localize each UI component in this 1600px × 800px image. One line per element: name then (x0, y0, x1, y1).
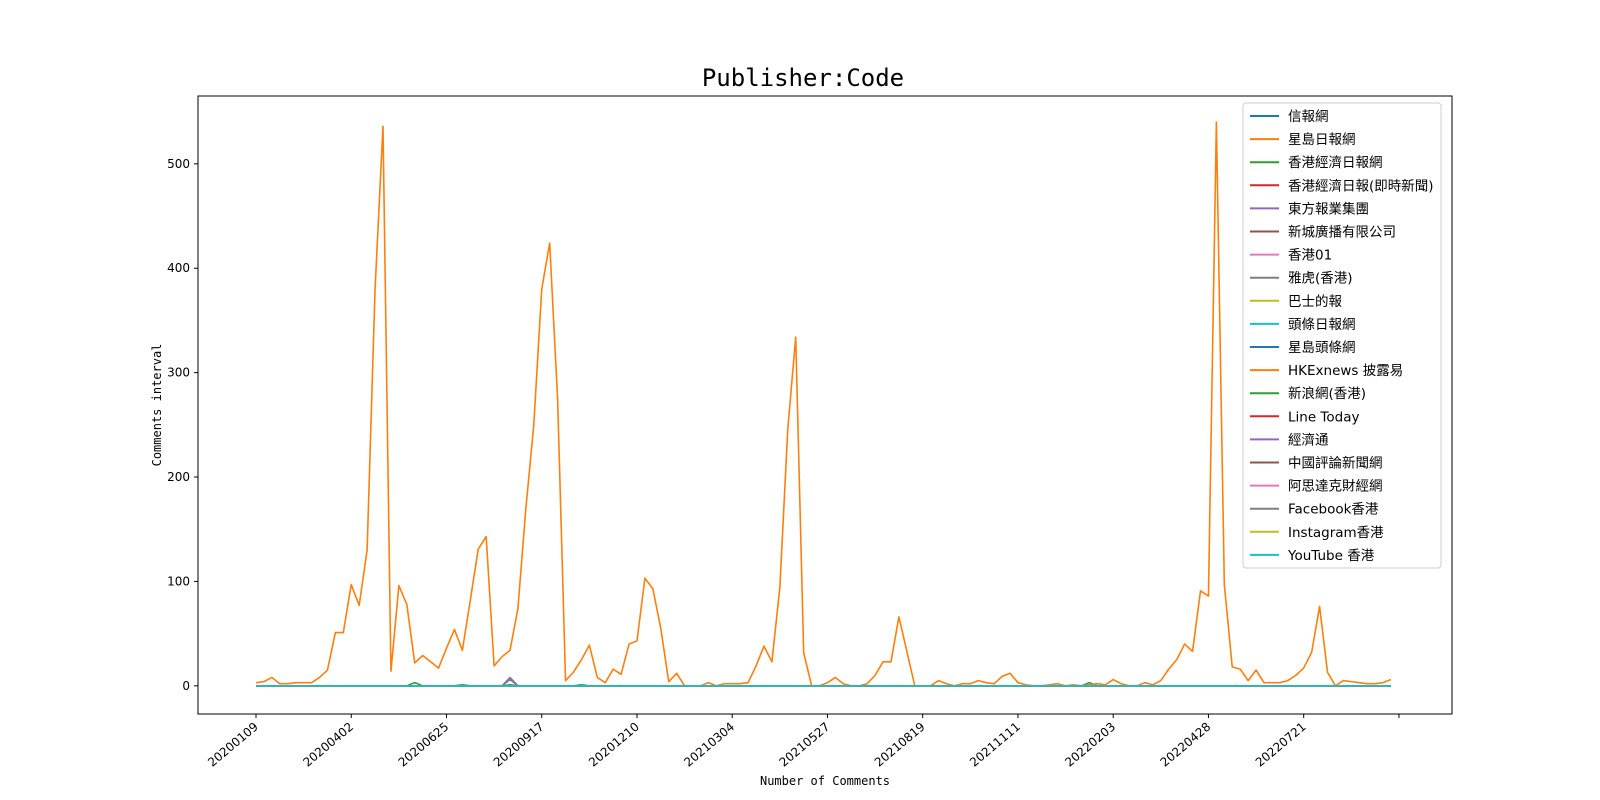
x-tick-label: 20200917 (491, 720, 547, 770)
legend-entry: 新城廣播有限公司 (1288, 224, 1396, 241)
legend-entry: YouTube 香港 (1287, 548, 1375, 564)
legend-entry: 經濟通 (1288, 432, 1329, 448)
legend-entry: Facebook香港 (1288, 502, 1379, 518)
legend-entry: HKExnews 披露易 (1288, 363, 1403, 379)
x-tick-label: 20200109 (205, 720, 261, 770)
x-axis: 20200109 20200402 20200625 20200917 20201210… (205, 714, 1400, 770)
legend-entry: Instagram香港 (1288, 525, 1384, 541)
y-tick-label: 100 (167, 574, 190, 588)
legend-entry: 巴士的報 (1288, 294, 1342, 310)
x-tick-label: 20220428 (1158, 720, 1214, 770)
x-axis-label: Number of Comments (760, 774, 890, 788)
y-tick-label: 300 (167, 366, 190, 380)
legend-entry: 星島頭條網 (1288, 340, 1356, 356)
legend-entry: 新浪網(香港) (1288, 386, 1366, 402)
legend-entry: 阿思達克財經網 (1288, 479, 1383, 495)
y-tick-label: 200 (167, 470, 190, 484)
legend-entry: 香港經濟日報(即時新聞) (1288, 178, 1434, 194)
x-tick-label: 20201210 (586, 720, 642, 770)
x-tick-label: 20210304 (681, 720, 737, 770)
legend-entry: 香港01 (1288, 248, 1332, 264)
legend-entry: 星島日報網 (1288, 132, 1356, 148)
legend-entry: 頭條日報網 (1288, 317, 1356, 333)
x-tick-label: 20211111 (967, 720, 1023, 770)
legend-entry: Line Today (1288, 409, 1359, 425)
x-tick-label: 20220721 (1253, 720, 1309, 770)
legend-entry: 香港經濟日報網 (1288, 155, 1383, 171)
x-tick-label: 20210527 (777, 720, 833, 770)
legend-entry: 信報網 (1288, 109, 1329, 125)
legend-entry: 中國評論新聞網 (1288, 456, 1383, 472)
x-tick-label: 20200625 (396, 720, 452, 770)
chart-title: Publisher:Code (702, 64, 904, 92)
legend-entry: 東方報業集團 (1288, 201, 1369, 217)
y-axis: 0 100 200 300 400 500 (167, 157, 198, 693)
y-tick-label: 500 (167, 157, 190, 171)
y-tick-label: 400 (167, 261, 190, 275)
series-line (255, 121, 1392, 687)
x-tick-label: 20200402 (300, 720, 356, 770)
legend-entry: 雅虎(香港) (1288, 271, 1353, 287)
series-lines (255, 121, 1392, 687)
x-tick-label: 20210819 (872, 720, 928, 770)
y-axis-label: Comments interval (150, 344, 164, 467)
y-tick-label: 0 (182, 679, 190, 693)
x-tick-label: 20220203 (1062, 720, 1118, 770)
legend-frame (1242, 102, 1442, 569)
